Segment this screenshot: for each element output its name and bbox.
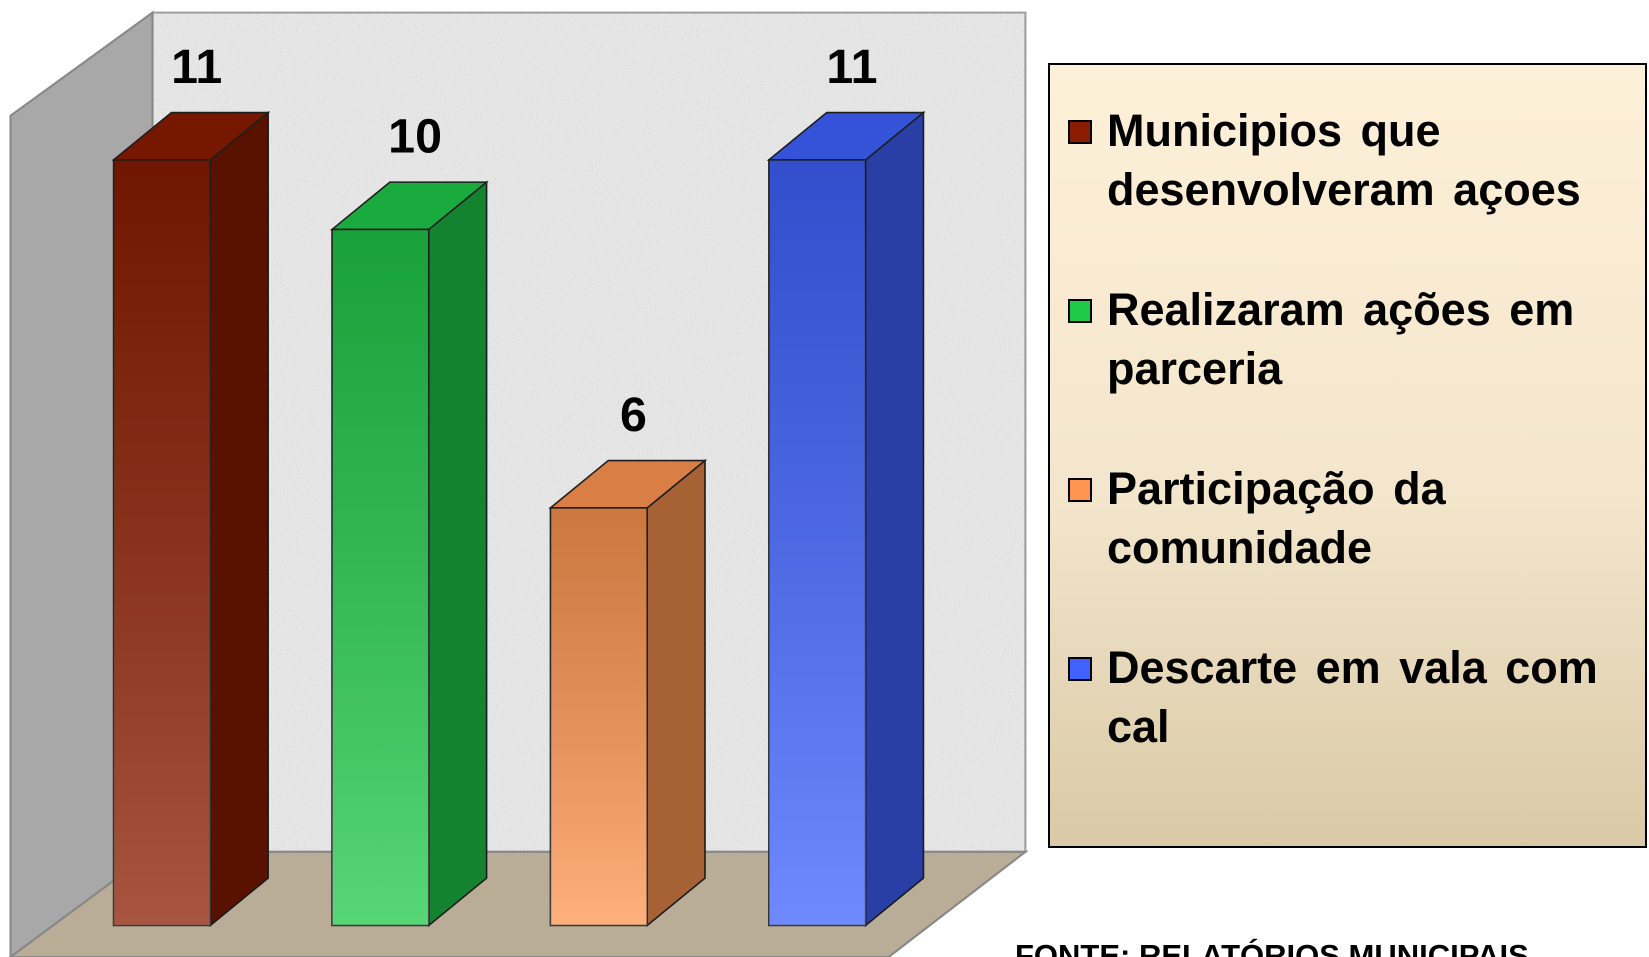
bar-top-shade <box>550 460 706 508</box>
bar-side-shade <box>210 112 269 926</box>
bars: 11 10 6 11 <box>111 40 926 928</box>
legend-swatch <box>1068 120 1092 144</box>
bar-side-shade <box>647 460 706 926</box>
value-label: 10 <box>388 110 442 164</box>
bar-shade <box>550 507 648 926</box>
legend: Municipios que desenvolveram açoes Realiz… <box>1048 63 1647 848</box>
value-label: 6 <box>620 388 647 442</box>
legend-swatch <box>1068 478 1092 502</box>
bar-side-shade <box>428 182 487 926</box>
legend-entry: Descarte em vala com cal <box>1068 638 1628 756</box>
bar-top-shade <box>768 112 924 160</box>
bar-top-shade <box>113 112 269 160</box>
bar-shade <box>332 229 429 926</box>
legend-label: Municipios que desenvolveram açoes <box>1107 105 1581 215</box>
value-label: 11 <box>171 40 222 94</box>
value-label: 11 <box>826 40 877 94</box>
legend-swatch <box>1068 299 1092 323</box>
bar-side-shade <box>865 112 924 926</box>
legend-swatch <box>1068 657 1092 681</box>
bar-shade <box>113 159 211 926</box>
bar-top-shade <box>332 182 487 230</box>
legend-label: Descarte em vala com cal <box>1107 642 1598 752</box>
legend-label: Realizaram ações em parceria <box>1107 284 1575 394</box>
bar-shade <box>768 159 866 926</box>
source-note: FONTE: RELATÓRIOS MUNICIPAIS <box>1015 938 1529 957</box>
legend-entry: Realizaram ações em parceria <box>1068 280 1628 398</box>
legend-entry: Participação da comunidade <box>1068 459 1628 577</box>
legend-label: Participação da comunidade <box>1107 463 1446 573</box>
legend-entry: Municipios que desenvolveram açoes <box>1068 101 1628 219</box>
